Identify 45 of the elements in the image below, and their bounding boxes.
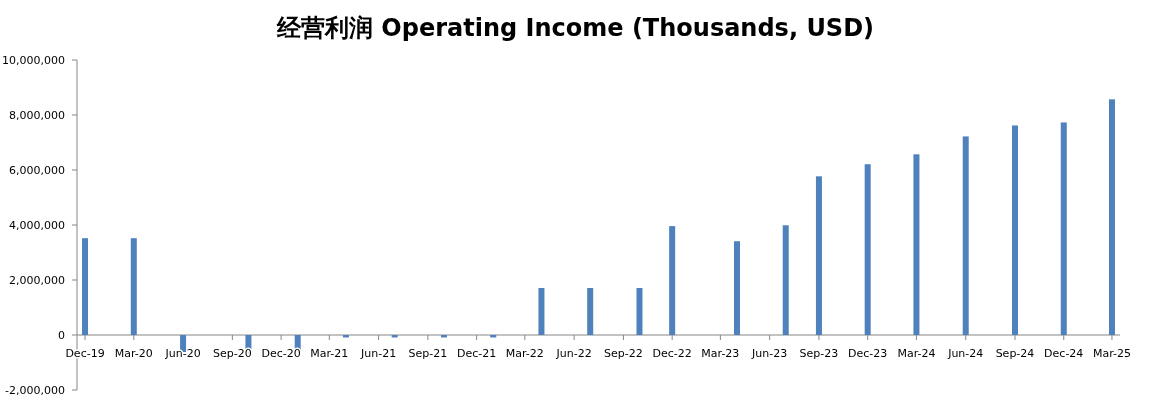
x-tick-label: Jun-20	[164, 347, 201, 360]
x-tick-label: Sep-20	[213, 347, 252, 360]
x-tick-label: Dec-19	[65, 347, 105, 360]
x-tick-label: Mar-21	[310, 347, 349, 360]
x-tick-label: Jun-22	[555, 347, 592, 360]
y-tick-label: 0	[58, 329, 65, 342]
x-tick-label: Dec-20	[261, 347, 301, 360]
bar	[913, 154, 920, 335]
bar	[864, 164, 871, 335]
bar	[782, 225, 789, 335]
bar	[82, 238, 89, 335]
x-tick-label: Jun-24	[947, 347, 984, 360]
x-tick-label: Sep-23	[799, 347, 839, 360]
x-tick-label: Sep-22	[604, 347, 643, 360]
bar	[1108, 99, 1115, 335]
x-tick-label: Mar-22	[505, 347, 544, 360]
x-tick-label: Dec-21	[457, 347, 497, 360]
x-tick-label: Mar-20	[114, 347, 153, 360]
bar	[538, 287, 545, 335]
bar	[636, 287, 643, 335]
y-tick-label: 4,000,000	[9, 219, 65, 232]
x-tick-label: Mar-23	[701, 347, 740, 360]
bar	[1060, 122, 1067, 335]
x-tick-label: Dec-22	[652, 347, 692, 360]
x-tick-label: Mar-25	[1092, 347, 1131, 360]
y-tick-label: 2,000,000	[9, 274, 65, 287]
bar	[733, 241, 740, 335]
y-tick-label: 6,000,000	[9, 164, 65, 177]
y-tick-label: 8,000,000	[9, 109, 65, 122]
bar	[1012, 125, 1018, 335]
bar	[587, 287, 594, 335]
x-tick-label: Jun-23	[751, 347, 788, 360]
x-tick-label: Sep-24	[995, 347, 1035, 360]
x-tick-label: Dec-24	[1044, 347, 1084, 360]
bar	[669, 226, 676, 335]
y-tick-label: 10,000,000	[2, 54, 65, 67]
bar	[130, 238, 137, 335]
x-tick-label: Sep-21	[408, 347, 448, 360]
bar	[962, 136, 969, 335]
x-tick-label: Mar-24	[897, 347, 936, 360]
x-tick-label: Dec-23	[848, 347, 888, 360]
bar	[815, 176, 822, 335]
x-tick-label: Jun-21	[360, 347, 397, 360]
y-tick-label: -2,000,000	[5, 384, 65, 397]
chart-title: 经营利润 Operating Income (Thousands, USD)	[275, 14, 875, 42]
